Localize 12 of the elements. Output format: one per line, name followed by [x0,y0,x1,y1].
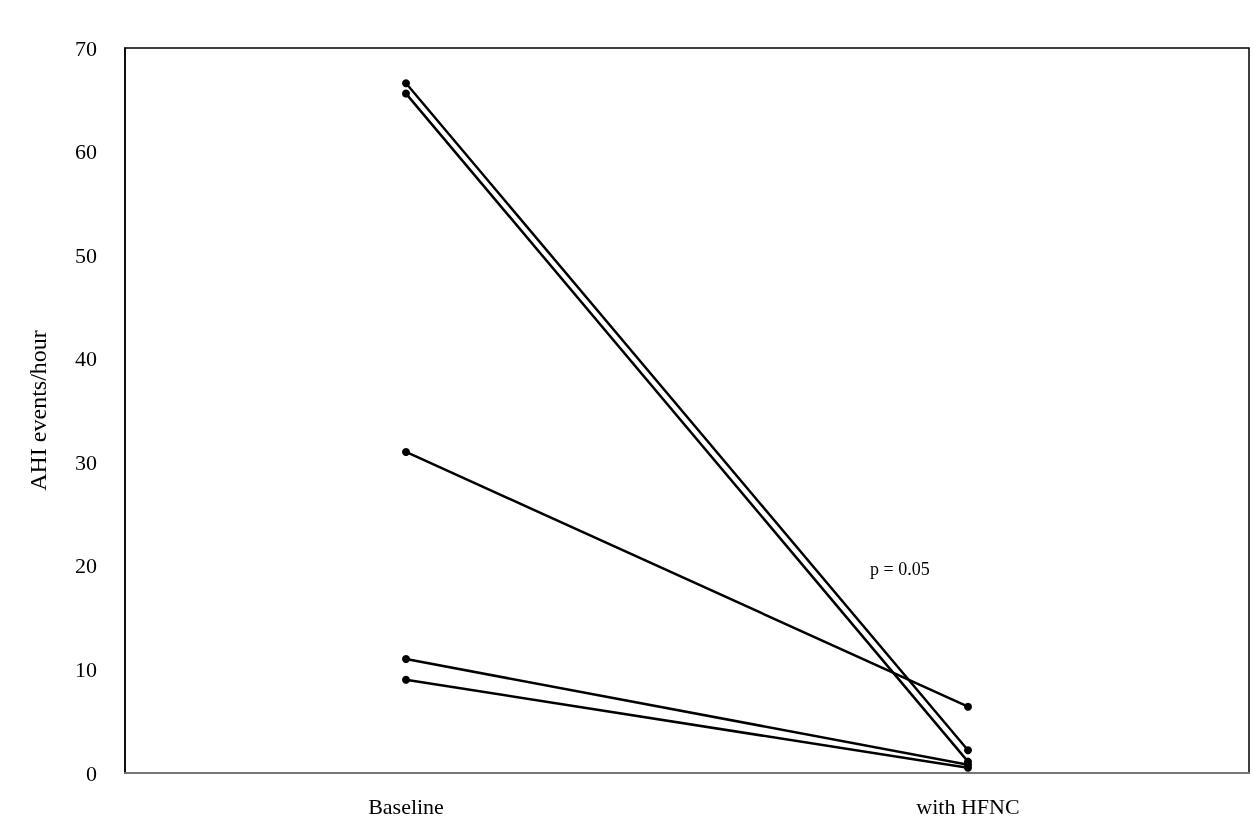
y-tick-label: 60 [75,139,97,165]
x-tick-label: with HFNC [916,793,1020,819]
y-tick-label: 70 [75,35,97,61]
annotation: p = 0.05 [870,559,930,579]
x-tick-label: Baseline [368,793,444,819]
y-tick-label: 40 [75,346,97,372]
y-tick-label: 50 [75,242,97,268]
y-tick-label: 0 [86,760,97,786]
y-tick-label: 20 [75,553,97,579]
y-tick-label: 30 [75,449,97,475]
y-axis-title: AHI events/hour [25,330,51,491]
y-tick-label: 10 [75,656,97,682]
